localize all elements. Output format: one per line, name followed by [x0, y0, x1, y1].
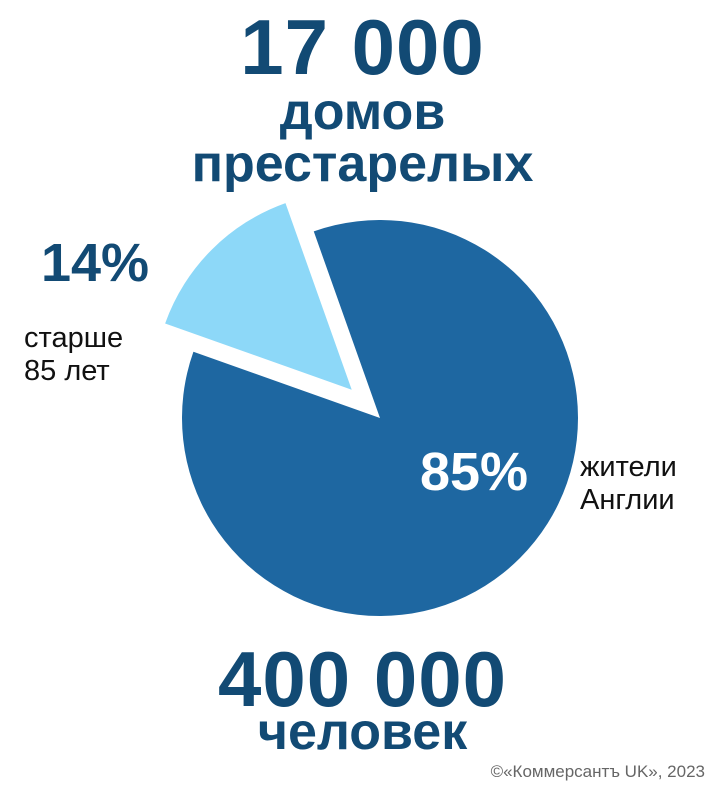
slice-description-large: жители Англии: [580, 451, 677, 517]
slice-label-small: 14%: [41, 233, 149, 293]
copyright-notice: ©«Коммерсантъ UK», 2023: [490, 762, 705, 781]
slice-label-large: 85%: [420, 442, 528, 502]
headline-label-line2: престарелых: [191, 135, 534, 193]
pie-slice-small: [165, 203, 352, 390]
pie-slice-large: [181, 220, 579, 617]
slice-description-large-line1: жители: [580, 451, 677, 483]
headline-number: 17 000: [240, 3, 485, 91]
footer-label: человек: [257, 703, 468, 761]
headline-label-line1: домов: [279, 83, 446, 141]
slice-description-small-line1: старше: [24, 322, 124, 354]
slice-description-large-line2: Англии: [580, 484, 675, 516]
footer-number: 400 000: [218, 635, 507, 723]
slice-description-small: старше 85 лет: [24, 322, 123, 388]
slice-description-small-line2: 85 лет: [24, 355, 110, 387]
